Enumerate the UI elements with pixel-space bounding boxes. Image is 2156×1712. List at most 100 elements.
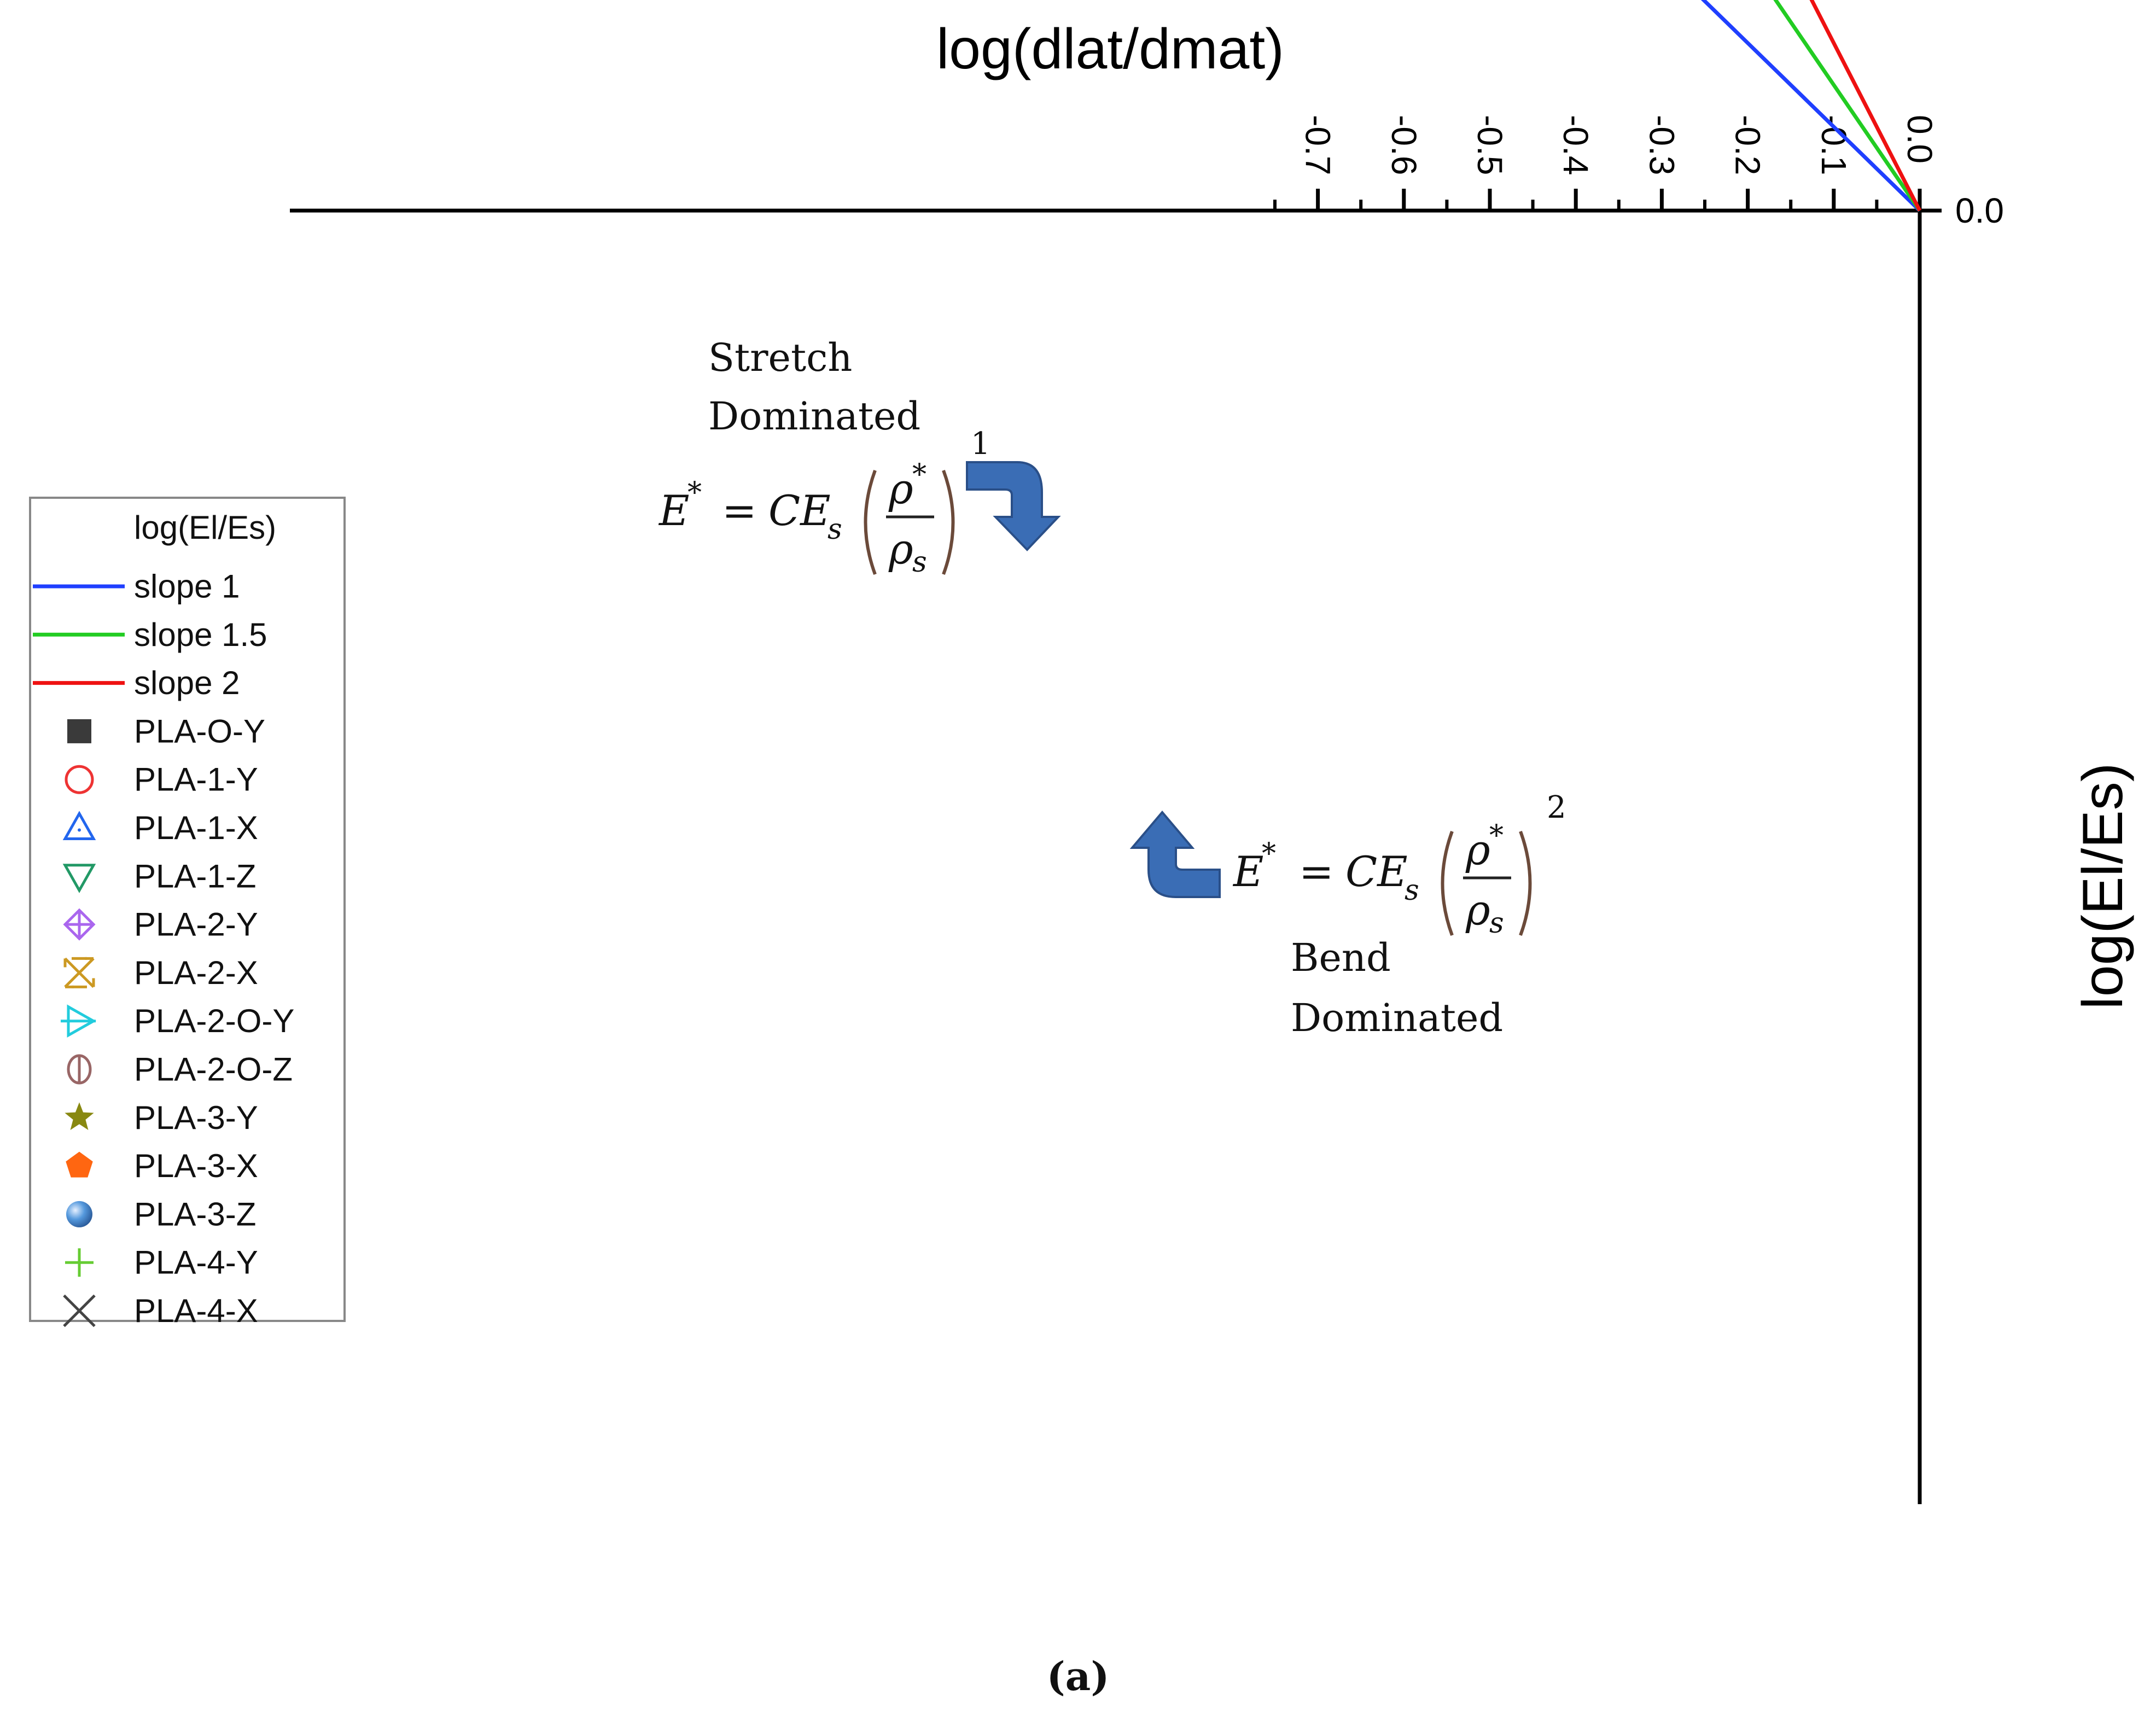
bend-formula: E * = CE s ρ * ρ s 2 [1232, 790, 1566, 940]
slope-line-slope-1 [1700, 0, 1921, 212]
figure-caption: (a) [1047, 1653, 1110, 1699]
legend-item: PLA-3-Y [65, 1099, 258, 1136]
legend-item: slope 2 [33, 665, 240, 701]
stretch-formula: E * = CE s ρ * ρ s 1 [658, 426, 990, 579]
legend-label: PLA-2-X [134, 954, 258, 991]
paren-right [1519, 830, 1532, 936]
formula-coef: CE [768, 486, 831, 535]
legend-label: PLA-4-X [134, 1292, 258, 1329]
legend-label: PLA-3-Z [134, 1196, 256, 1232]
legend-label: PLA-1-X [134, 810, 258, 846]
y-tick-label: 0.0 [1955, 191, 2004, 230]
formula-num-star: * [1489, 819, 1504, 852]
paren-left [1441, 830, 1454, 936]
slope-line-slope-2 [1809, 0, 1922, 212]
slope-lines [1700, 0, 1922, 212]
x-axis-ticks: -0.7 -0.6 -0.5 -0.4 -0.3 -0.2 -0.1 0.0 [1273, 115, 1939, 211]
formula-exponent: 1 [971, 426, 990, 462]
x-tick-label: -0.2 [1728, 115, 1768, 175]
legend-swatch [62, 811, 96, 840]
legend-item: PLA-4-Y [65, 1244, 258, 1281]
formula-den-sub: s [912, 546, 927, 579]
formula-num-star: * [912, 458, 927, 491]
bend-arrow-icon [1129, 810, 1221, 898]
legend-item: PLA-3-Z [66, 1196, 256, 1232]
y-axis-ticks: 0.0-0.5-1.0-1.5 [1920, 191, 2004, 230]
formula-lhs: E [658, 486, 689, 535]
x-tick-label: -0.3 [1642, 115, 1681, 175]
formula-den: ρ [1465, 886, 1490, 934]
legend-title: log(El/Es) [134, 509, 276, 546]
x-axis-label: log(dlat/dmat) [936, 18, 1284, 81]
legend-swatch [65, 765, 94, 794]
stretch-annotation: Stretch Dominated E * = CE s ρ * ρ s 1 [658, 335, 1061, 579]
legend-label: PLA-2-O-Y [134, 1003, 294, 1039]
legend-label: slope 2 [134, 665, 240, 701]
formula-equals: = [722, 486, 757, 535]
bend-label-line2: Dominated [1291, 995, 1503, 1040]
stretch-label-line2: Dominated [708, 394, 920, 439]
legend-item: PLA-2-O-Z [67, 1051, 293, 1088]
stretch-arrow-icon [966, 461, 1061, 551]
legend-item: slope 1.5 [33, 616, 267, 653]
legend-swatch [66, 1201, 92, 1227]
x-tick-label: -0.4 [1556, 115, 1595, 175]
x-tick-label: -0.7 [1298, 115, 1338, 175]
legend-swatch [67, 1054, 92, 1085]
legend-swatch [63, 1294, 96, 1327]
formula-coef-sub: s [828, 513, 842, 546]
legend-item: slope 1 [33, 568, 240, 605]
legend-label: PLA-3-Y [134, 1099, 258, 1136]
paren-right [942, 469, 955, 575]
x-tick-label: -0.5 [1470, 115, 1510, 175]
formula-equals: = [1299, 847, 1334, 896]
legend-swatch [61, 1004, 97, 1038]
legend-swatch [65, 1102, 94, 1130]
formula-den-sub: s [1489, 907, 1504, 940]
legend-item: PLA-1-Z [62, 858, 256, 894]
x-tick-label: 0.0 [1900, 115, 1939, 164]
bend-label-line1: Bend [1291, 935, 1391, 980]
formula-lhs-star: * [1262, 837, 1276, 870]
legend-label: slope 1 [134, 568, 240, 605]
legend-item: PLA-O-Y [67, 713, 265, 749]
legend-label: PLA-2-O-Z [134, 1051, 293, 1088]
formula-exponent: 2 [1547, 790, 1566, 825]
legend-label: PLA-1-Y [134, 761, 258, 798]
x-tick-label: -0.1 [1814, 115, 1854, 175]
legend-item: PLA-2-O-Y [61, 1003, 294, 1039]
legend-item: PLA-2-X [63, 954, 258, 991]
legend-label: PLA-1-Z [134, 858, 256, 894]
formula-coef: CE [1345, 847, 1408, 896]
formula-lhs: E [1232, 847, 1263, 896]
legend-item: PLA-4-X [63, 1292, 258, 1329]
legend-item: PLA-1-Y [65, 761, 258, 798]
bend-annotation: E * = CE s ρ * ρ s 2 Bend Dominated [1129, 790, 1566, 1040]
legend-label: slope 1.5 [134, 616, 267, 653]
formula-lhs-star: * [687, 476, 702, 509]
legend-label: PLA-2-Y [134, 906, 258, 943]
legend-swatch [65, 1248, 94, 1277]
formula-num: ρ [888, 464, 913, 513]
legend-item: PLA-1-X [62, 810, 258, 846]
legend-item: PLA-3-X [66, 1148, 258, 1184]
legend-label: PLA-O-Y [134, 713, 265, 749]
legend-items: slope 1 slope 1.5 slope 2 PLA-O-Y PLA-1-Y PLA… [33, 568, 294, 1329]
slope-line-slope-1-5 [1773, 0, 1921, 212]
legend-swatch [63, 908, 96, 941]
formula-den: ρ [888, 525, 913, 573]
formula-num: ρ [1465, 825, 1490, 874]
paren-left [864, 469, 877, 575]
legend-item: PLA-2-Y [63, 906, 258, 943]
legend-label: PLA-3-X [134, 1148, 258, 1184]
legend-label: PLA-4-Y [134, 1244, 258, 1281]
stretch-label-line1: Stretch [708, 335, 852, 380]
legend: log(El/Es) slope 1 slope 1.5 slope 2 PLA-O-… [29, 497, 346, 1329]
legend-swatch [67, 719, 91, 743]
formula-coef-sub: s [1405, 874, 1419, 907]
legend-swatch [66, 1151, 93, 1178]
x-tick-label: -0.6 [1384, 115, 1424, 175]
y-axis-label: log(El/Es) [2071, 763, 2135, 1010]
legend-swatch [62, 864, 96, 893]
